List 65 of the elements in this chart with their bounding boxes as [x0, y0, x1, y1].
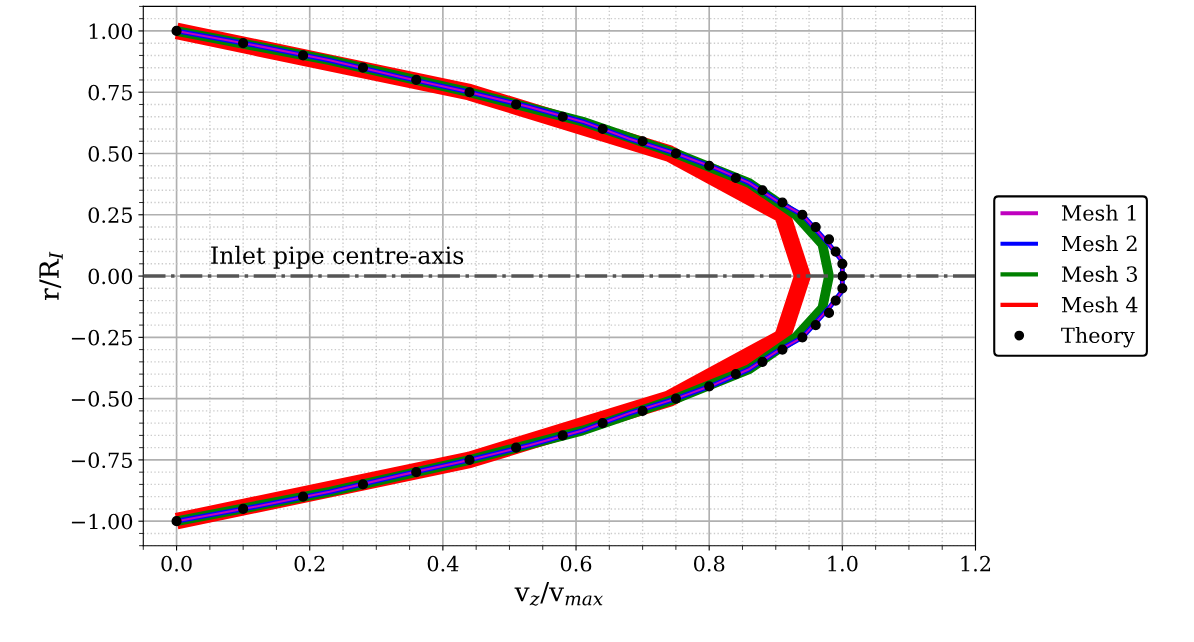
y-tick-label: 0.75: [88, 84, 132, 101]
point: [823, 234, 835, 245]
ref-line-label: Inlet pipe centre-axis: [211, 245, 464, 269]
point: [837, 283, 848, 294]
point: [357, 62, 369, 73]
point: [511, 442, 522, 453]
point: [704, 381, 715, 392]
y-tick-label: −0.75: [71, 452, 132, 469]
point: [777, 344, 788, 355]
point: [557, 111, 568, 122]
x-tick-label: 0.8: [694, 555, 725, 572]
point: [637, 136, 648, 147]
legend-label: Mesh 2: [1061, 235, 1137, 252]
point: [597, 123, 608, 135]
legend-label: Mesh 4: [1061, 296, 1138, 313]
x-tick-label: 0.0: [161, 555, 192, 572]
point: [823, 307, 835, 318]
point: [830, 246, 841, 257]
point: [837, 258, 848, 269]
point: [730, 369, 741, 380]
point: [238, 38, 249, 49]
point: [757, 185, 768, 196]
y-tick-label: 0.50: [88, 145, 133, 162]
x-tick-label: 0.4: [427, 555, 459, 572]
point: [411, 467, 422, 478]
legend-label: Mesh 3: [1061, 265, 1137, 282]
point: [837, 270, 848, 282]
point: [670, 393, 681, 404]
x-axis-title: v$_{z}$/v$_{max}$: [514, 581, 603, 606]
point: [597, 418, 608, 429]
point: [464, 454, 475, 465]
point: [777, 197, 788, 208]
point: [810, 221, 821, 233]
point: [730, 172, 741, 184]
point: [637, 405, 648, 416]
point: [171, 516, 182, 527]
point: [557, 430, 568, 441]
point: [704, 160, 715, 171]
legend-label: Mesh 1: [1061, 204, 1136, 221]
x-tick-label: 1.2: [961, 555, 991, 572]
point: [511, 99, 522, 110]
point: [297, 50, 309, 61]
y-axis-title: r/R$_{I}$: [39, 251, 63, 300]
y-tick-label: −1.00: [71, 513, 133, 530]
point: [238, 503, 249, 515]
legend-label: Theory: [1061, 326, 1135, 348]
point: [464, 87, 475, 98]
y-tick-label: 1.00: [89, 23, 133, 40]
x-tick-label: 0.2: [294, 555, 325, 572]
x-tick-label: 1.0: [828, 555, 858, 572]
y-tick-label: −0.25: [71, 329, 132, 346]
point: [797, 209, 808, 220]
point: [171, 25, 182, 37]
y-tick-label: 0.00: [88, 268, 133, 285]
point: [757, 356, 768, 367]
x-tick-label: 0.6: [560, 555, 592, 572]
point: [830, 295, 841, 306]
point: [357, 479, 369, 490]
point: [810, 319, 821, 331]
y-tick-label: 0.25: [88, 207, 132, 223]
y-tick-label: −0.50: [71, 391, 133, 407]
point: [297, 491, 309, 502]
point: [797, 332, 808, 343]
point: [670, 148, 681, 159]
point: [411, 74, 422, 86]
